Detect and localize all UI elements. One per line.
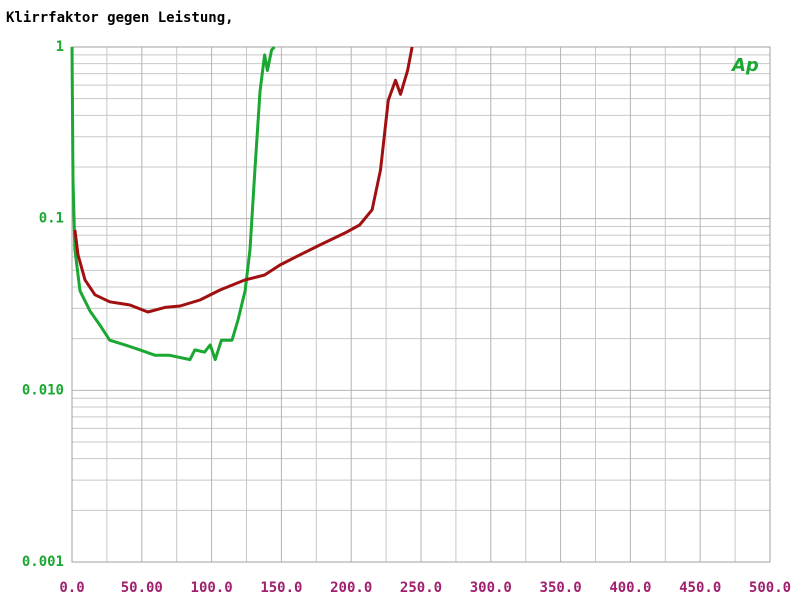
x-tick-label: 250.0 xyxy=(400,580,442,596)
x-tick-label: 500.0 xyxy=(749,580,791,596)
y-tick-label: 1 xyxy=(56,39,64,55)
annotation: Ap xyxy=(730,55,759,76)
x-tick-label: 400.0 xyxy=(609,580,651,596)
chart-title: Klirrfaktor gegen Leistung, xyxy=(6,10,234,26)
y-tick-label: 0.010 xyxy=(22,382,64,398)
x-tick-label: 150.0 xyxy=(260,580,302,596)
x-tick-label: 300.0 xyxy=(470,580,512,596)
x-tick-label: 0.0 xyxy=(59,580,84,596)
x-tick-label: 350.0 xyxy=(540,580,582,596)
x-tick-label: 50.00 xyxy=(121,580,163,596)
plot-frame xyxy=(71,46,771,563)
series-line xyxy=(73,46,414,314)
x-tick-label: 200.0 xyxy=(330,580,372,596)
y-tick-label: 0.1 xyxy=(39,211,64,227)
y-tick-label: 0.001 xyxy=(22,554,64,570)
series-line xyxy=(70,45,276,362)
x-tick-label: 450.0 xyxy=(679,580,721,596)
x-tick-label: 100.0 xyxy=(191,580,233,596)
